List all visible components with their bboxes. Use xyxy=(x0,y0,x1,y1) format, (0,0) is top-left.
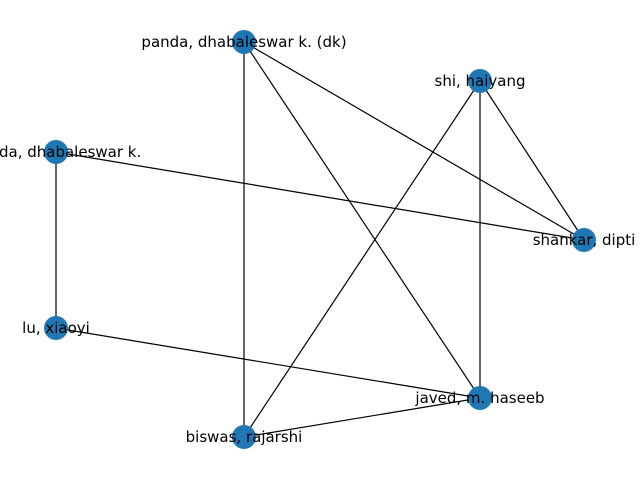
nodes-layer xyxy=(44,30,596,449)
edges-layer xyxy=(55,41,585,438)
node-label-lu: lu, xiaoyi xyxy=(22,319,90,337)
node-label-shankar: shankar, dipti xyxy=(533,231,636,249)
labels-layer: panda, dhabaleswar k. (dk) shi, haiyang pa… xyxy=(0,33,635,446)
edge-javed-biswas xyxy=(243,397,481,438)
node-panda_k xyxy=(44,140,68,164)
node-label-shi: shi, haiyang xyxy=(435,72,526,90)
node-label-panda_dk: panda, dhabaleswar k. (dk) xyxy=(141,33,346,51)
edge-shi-shankar xyxy=(479,80,585,241)
edge-panda_k-shankar xyxy=(55,151,585,241)
edge-shi-biswas xyxy=(243,80,481,438)
node-lu xyxy=(44,316,68,340)
edge-lu-javed xyxy=(55,327,481,399)
node-javed xyxy=(468,386,492,410)
node-label-javed: javed, m. haseeb xyxy=(414,389,544,407)
node-shankar xyxy=(572,228,596,252)
node-label-biswas: biswas, rajarshi xyxy=(186,428,303,446)
node-biswas xyxy=(232,425,256,449)
edge-panda_dk-shankar xyxy=(243,41,585,241)
node-panda_dk xyxy=(232,30,256,54)
edge-panda_dk-javed xyxy=(243,41,481,399)
node-shi xyxy=(468,69,492,93)
node-label-panda_k: panda, dhabaleswar k. xyxy=(0,143,141,161)
